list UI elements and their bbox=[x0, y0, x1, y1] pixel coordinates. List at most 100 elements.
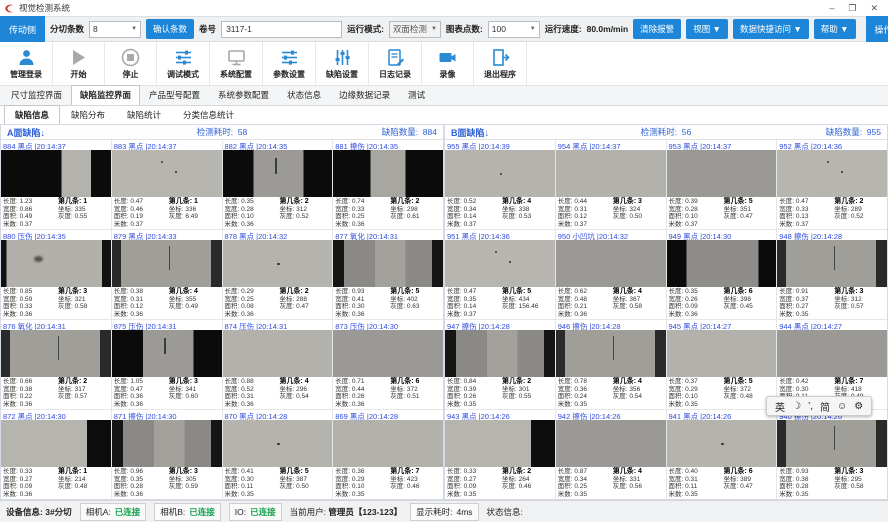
defect-cell-883[interactable]: 883 黑点 |20:14:37 长度: 0.47 宽度: 0.46 面积: 0.19… bbox=[111, 140, 222, 229]
ime-lang-en[interactable]: 英 bbox=[775, 402, 785, 414]
defect-cell-header: 946 擦伤 |20:14:28 bbox=[557, 322, 621, 330]
defect-cell-871[interactable]: 871 擦伤 |20:14:30 长度: 0.96 宽度: 0.35 面积: 0.28… bbox=[111, 410, 222, 499]
defect-cell-950[interactable]: 950 小凹坑 |20:14:32 长度: 0.62 宽度: 0.48 面积: 0.2… bbox=[555, 230, 666, 319]
defect-cell-header: 942 擦伤 |20:14:26 bbox=[557, 412, 621, 420]
defect-cell-header: 883 黑点 |20:14:37 bbox=[113, 142, 177, 150]
defect-cell-952[interactable]: 952 黑点 |20:14:36 长度: 0.47 宽度: 0.33 面积: 0.13… bbox=[777, 140, 887, 229]
display-time: 显示耗时: 4ms bbox=[410, 502, 479, 521]
defect-cell-882[interactable]: 882 黑点 |20:14:35 长度: 0.35 宽度: 0.28 面积: 0.10… bbox=[222, 140, 333, 229]
ribbon-button-9[interactable]: 录像 bbox=[422, 42, 474, 85]
defect-cell-884[interactable]: 884 黑点 |20:14:37 长度: 1.23 宽度: 0.86 面积: 0.49… bbox=[1, 140, 111, 229]
run-speed-value: 80.0m/min bbox=[586, 24, 629, 34]
subtab-2[interactable]: 缺陷分布 bbox=[71, 110, 106, 120]
view-menu-button[interactable]: 视图 ▼ bbox=[686, 19, 728, 39]
split-count-select[interactable]: 8 ▼ bbox=[89, 20, 142, 38]
defect-cell-870[interactable]: 870 黑点 |20:14:28 长度: 0.41 宽度: 0.30 面积: 0.11… bbox=[222, 410, 333, 499]
ribbon-button-5[interactable]: 系统配置 bbox=[210, 42, 263, 85]
defect-count: 缺陷数量: 955 bbox=[825, 127, 881, 137]
defect-cell-header: 940 擦伤 |20:14:26 bbox=[779, 412, 843, 420]
defect-cell-955[interactable]: 955 黑点 |20:14:39 长度: 0.52 宽度: 0.34 面积: 0.14… bbox=[445, 140, 555, 229]
ribbon-button-6[interactable]: 参数设置 bbox=[263, 42, 316, 85]
defect-subtabs: 缺陷信息 缺陷分布 缺陷统计 分类信息统计 bbox=[0, 105, 888, 124]
defect-cell-940[interactable]: 940 擦伤 |20:14:26 长度: 0.93 宽度: 0.38 面积: 0.28… bbox=[777, 410, 887, 499]
defect-cell-876[interactable]: 876 氧化 |20:14:31 长度: 0.66 宽度: 0.38 面积: 0.22… bbox=[1, 320, 111, 409]
defect-thumbnail bbox=[555, 420, 666, 467]
subtab-4[interactable]: 分类信息统计 bbox=[183, 110, 235, 120]
defect-cell-869[interactable]: 869 黑点 |20:14:28 长度: 0.36 宽度: 0.29 面积: 0.10… bbox=[333, 410, 443, 499]
current-user-value: 管理员【123-123】 bbox=[328, 506, 403, 517]
ribbon-button-2[interactable]: 开始 bbox=[53, 42, 105, 85]
camera-icon bbox=[439, 52, 456, 62]
person-icon bbox=[19, 49, 33, 65]
defect-cell-872[interactable]: 872 黑点 |20:14:30 长度: 0.33 宽度: 0.27 面积: 0.09… bbox=[1, 410, 111, 499]
defect-cell-header: 878 黑点 |20:14:32 bbox=[224, 232, 288, 240]
defect-cell-header: 871 擦伤 |20:14:30 bbox=[113, 412, 177, 420]
defect-thumbnail bbox=[666, 420, 777, 467]
defect-cell-878[interactable]: 878 黑点 |20:14:32 长度: 0.29 宽度: 0.25 面积: 0.08… bbox=[222, 230, 333, 319]
io-status: IO: 已连接 bbox=[228, 502, 282, 521]
defect-cell-header: 882 黑点 |20:14:35 bbox=[224, 142, 288, 150]
ribbon-button-3[interactable]: 停止 bbox=[105, 42, 157, 85]
defect-cell-941[interactable]: 941 黑点 |20:14:26 长度: 0.40 宽度: 0.31 面积: 0.11… bbox=[666, 410, 777, 499]
chart-points-label: 图表点数: bbox=[445, 24, 483, 34]
ime-punctuation-icon[interactable]: ’, bbox=[807, 400, 813, 412]
tab-3[interactable]: 产品型号配置 bbox=[149, 90, 201, 100]
confirm-count-button[interactable]: 确认条数 bbox=[146, 19, 195, 39]
tab-1[interactable]: 尺寸监控界面 bbox=[11, 90, 63, 100]
defect-cell-948[interactable]: 948 擦伤 |20:14:28 长度: 0.91 宽度: 0.37 面积: 0.27… bbox=[777, 230, 887, 319]
defect-thumbnail bbox=[666, 240, 777, 287]
defect-thumbnail bbox=[777, 150, 887, 197]
ribbon-button-4[interactable]: 调试模式 bbox=[157, 42, 210, 85]
tab-4[interactable]: 系统参数配置 bbox=[218, 90, 270, 100]
ime-night-mode-icon[interactable]: ☽ bbox=[792, 400, 801, 412]
ribbon-button-10[interactable]: 退出程序 bbox=[474, 42, 527, 85]
defect-cell-879[interactable]: 879 黑点 |20:14:33 长度: 0.38 宽度: 0.31 面积: 0.12… bbox=[111, 230, 222, 319]
defect-cell-949[interactable]: 949 黑点 |20:14:30 长度: 0.35 宽度: 0.26 面积: 0.09… bbox=[666, 230, 777, 319]
ribbon-button-8[interactable]: 日志记录 bbox=[369, 42, 422, 85]
run-mode-select[interactable]: 双面检测 ▼ bbox=[388, 20, 441, 38]
operate-side-button[interactable]: 操作侧 bbox=[865, 16, 888, 42]
clear-alarm-button[interactable]: 清除报警 bbox=[633, 19, 682, 39]
help-menu-button[interactable]: 帮助 ▼ bbox=[813, 19, 856, 39]
defect-cell-945[interactable]: 945 黑点 |20:14:27 长度: 0.37 宽度: 0.29 面积: 0.10… bbox=[666, 320, 777, 409]
defect-cell-946[interactable]: 946 擦伤 |20:14:28 长度: 0.78 宽度: 0.36 面积: 0.24… bbox=[555, 320, 666, 409]
defect-cell-943[interactable]: 943 黑点 |20:14:26 长度: 0.33 宽度: 0.27 面积: 0.09… bbox=[445, 410, 555, 499]
defect-cell-880[interactable]: 880 压伤 |20:14:35 长度: 0.85 宽度: 0.59 面积: 0.33… bbox=[1, 230, 111, 319]
quick-access-menu-button[interactable]: 数据快捷访问 ▼ bbox=[732, 19, 809, 39]
subtab-3[interactable]: 缺陷统计 bbox=[127, 110, 162, 120]
defect-thumbnail bbox=[1, 420, 111, 467]
maximize-button[interactable]: ❐ bbox=[848, 3, 857, 13]
minimize-button[interactable]: – bbox=[829, 3, 835, 13]
io-state: 已连接 bbox=[250, 506, 276, 517]
defect-cell-947[interactable]: 947 擦伤 |20:14:28 长度: 0.84 宽度: 0.39 面积: 0.26… bbox=[445, 320, 555, 409]
defect-cell-954[interactable]: 954 黑点 |20:14:37 长度: 0.44 宽度: 0.31 面积: 0.12… bbox=[555, 140, 666, 229]
close-button[interactable]: ✕ bbox=[870, 3, 878, 13]
defect-thumbnail bbox=[445, 420, 555, 467]
defect-cell-874[interactable]: 874 压伤 |20:14:31 长度: 0.88 宽度: 0.52 面积: 0.31… bbox=[222, 320, 333, 409]
defect-cell-953[interactable]: 953 黑点 |20:14:37 长度: 0.39 宽度: 0.28 面积: 0.10… bbox=[666, 140, 777, 229]
defect-cell-881[interactable]: 881 擦伤 |20:14:35 长度: 0.74 宽度: 0.33 面积: 0.25… bbox=[333, 140, 443, 229]
chart-points-select[interactable]: 100 ▼ bbox=[487, 20, 540, 38]
defect-thumbnail bbox=[222, 150, 333, 197]
defect-cell-873[interactable]: 873 压伤 |20:14:30 长度: 0.71 宽度: 0.44 面积: 0.26… bbox=[333, 320, 443, 409]
defect-cell-951[interactable]: 951 黑点 |20:14:36 长度: 0.47 宽度: 0.35 面积: 0.14… bbox=[445, 230, 555, 319]
ime-emoji-icon[interactable]: ☺ bbox=[836, 400, 848, 412]
tab-5[interactable]: 状态信息 bbox=[287, 90, 322, 100]
defect-info: 长度: 0.66 宽度: 0.38 面积: 0.22 米数: 0.36 第几条: 2 坐标… bbox=[3, 378, 88, 408]
tab-6[interactable]: 边缘数据记录 bbox=[339, 90, 391, 100]
ime-simplified[interactable]: 简 bbox=[819, 402, 830, 414]
defect-cell-942[interactable]: 942 擦伤 |20:14:26 长度: 0.87 宽度: 0.34 面积: 0.25… bbox=[555, 410, 666, 499]
roll-number-input[interactable] bbox=[221, 20, 343, 38]
state-info-label: 状态信息: bbox=[486, 506, 523, 517]
defect-cell-875[interactable]: 875 压伤 |20:14:31 长度: 1.05 宽度: 0.47 面积: 0.36… bbox=[111, 320, 222, 409]
ime-settings-icon[interactable]: ⚙ bbox=[854, 400, 864, 412]
ribbon-button-label: 调试模式 bbox=[167, 69, 199, 79]
defect-cell-877[interactable]: 877 氧化 |20:14:31 长度: 0.93 宽度: 0.41 面积: 0.30… bbox=[333, 230, 443, 319]
ribbon-button-7[interactable]: 缺陷设置 bbox=[316, 42, 369, 85]
ribbon-button-1[interactable]: 管理登录 bbox=[0, 42, 53, 85]
tab-7[interactable]: 测试 bbox=[408, 90, 426, 100]
tab-2[interactable]: 缺陷监控界面 bbox=[71, 85, 141, 105]
ribbon-button-label: 日志记录 bbox=[379, 69, 411, 79]
drive-side-button[interactable]: 传动侧 bbox=[0, 16, 46, 42]
subtab-1[interactable]: 缺陷信息 bbox=[4, 105, 61, 124]
